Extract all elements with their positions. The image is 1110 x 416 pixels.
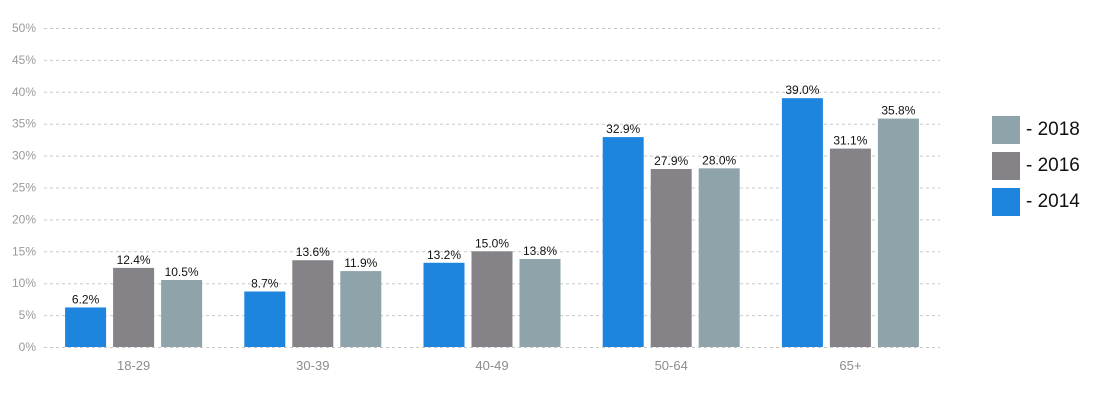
bar xyxy=(471,251,513,347)
y-tick-label: 10% xyxy=(12,276,36,290)
bar xyxy=(698,168,740,347)
bar xyxy=(602,137,644,347)
bar xyxy=(829,148,871,347)
bar xyxy=(877,118,919,347)
data-label: 27.9% xyxy=(654,154,688,168)
x-tick-label: 40-49 xyxy=(475,358,508,373)
y-tick-label: 40% xyxy=(12,85,36,99)
x-tick-label: 30-39 xyxy=(296,358,329,373)
y-tick-label: 20% xyxy=(12,212,36,226)
legend-swatch xyxy=(992,152,1020,180)
y-tick-label: 25% xyxy=(12,181,36,195)
bar xyxy=(244,291,286,347)
data-label: 10.5% xyxy=(165,265,199,279)
bar xyxy=(65,307,107,347)
x-tick-label: 65+ xyxy=(839,358,861,373)
data-label: 15.0% xyxy=(475,236,509,250)
legend-item: - 2018 xyxy=(992,112,1080,148)
legend-swatch xyxy=(992,116,1020,144)
bar xyxy=(340,271,382,347)
bar xyxy=(161,280,203,347)
y-tick-label: 0% xyxy=(19,340,37,354)
data-label: 39.0% xyxy=(785,83,819,97)
x-tick-label: 18-29 xyxy=(117,358,150,373)
legend-label: - 2014 xyxy=(1026,191,1080,212)
data-label: 11.9% xyxy=(344,256,377,270)
y-tick-label: 5% xyxy=(19,308,37,322)
data-label: 12.4% xyxy=(117,253,151,267)
y-axis: 0% 5% 10% 15% 20% 25% 30% 35% 40% 45% 50% xyxy=(12,21,36,354)
bars xyxy=(65,98,919,348)
data-label: 13.8% xyxy=(523,244,557,258)
y-tick-label: 15% xyxy=(12,244,36,258)
legend-item: - 2016 xyxy=(992,148,1080,184)
y-tick-label: 50% xyxy=(12,21,36,35)
bar xyxy=(781,98,823,348)
data-label: 13.6% xyxy=(296,245,330,259)
legend-label: - 2016 xyxy=(1026,155,1080,176)
legend-swatch xyxy=(992,188,1020,216)
y-tick-label: 45% xyxy=(12,53,36,67)
bar xyxy=(650,168,692,347)
data-label: 35.8% xyxy=(881,104,915,118)
bar xyxy=(423,262,465,347)
y-tick-label: 30% xyxy=(12,149,36,163)
bar xyxy=(519,258,561,347)
data-label: 28.0% xyxy=(702,153,736,167)
y-tick-label: 35% xyxy=(12,117,36,131)
legend: - 2018 - 2016 - 2014 xyxy=(992,112,1080,220)
legend-label: - 2018 xyxy=(1026,119,1080,140)
data-label: 13.2% xyxy=(427,248,461,262)
data-label: 32.9% xyxy=(606,122,640,136)
data-label: 6.2% xyxy=(72,292,100,306)
x-axis: 18-29 30-39 40-49 50-64 65+ xyxy=(117,358,861,373)
bar xyxy=(292,260,334,347)
x-tick-label: 50-64 xyxy=(655,358,688,373)
data-labels: 6.2% 12.4% 10.5% 8.7% 13.6% 11.9% 13.2% 15.0% 13… xyxy=(72,83,916,306)
legend-item: - 2014 xyxy=(992,184,1080,220)
data-label: 31.1% xyxy=(833,134,867,148)
data-label: 8.7% xyxy=(251,276,279,290)
bar xyxy=(113,267,155,347)
